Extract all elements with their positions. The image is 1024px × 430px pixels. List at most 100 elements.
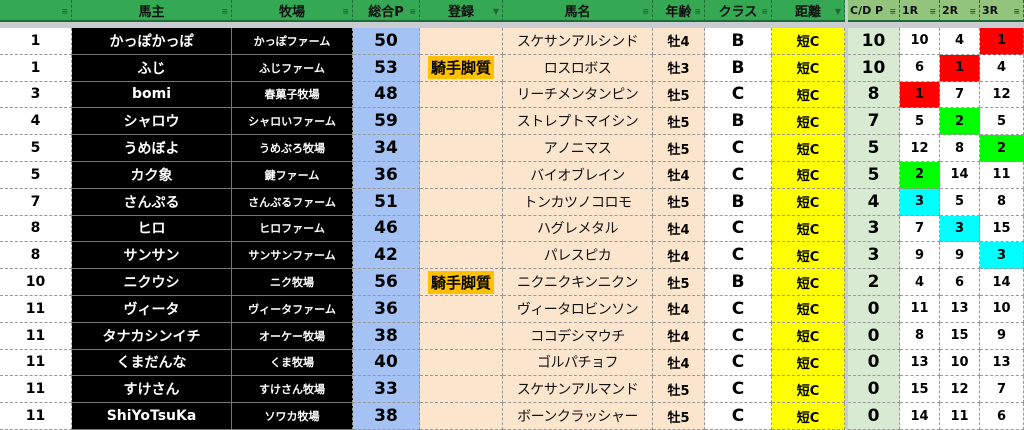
cell-registration[interactable] <box>420 349 503 377</box>
cell-total[interactable]: 36 <box>353 295 420 323</box>
cell-rank[interactable]: 1 <box>0 28 72 55</box>
cell-r1[interactable]: 10 <box>900 28 940 55</box>
cell-r1[interactable]: 14 <box>900 403 940 430</box>
cell-cd[interactable]: 3 <box>848 215 900 243</box>
cell-owner[interactable]: くまだんな <box>72 349 232 377</box>
header-age[interactable]: 年齢 ≡ <box>653 0 705 22</box>
cell-registration[interactable] <box>420 376 503 404</box>
cell-r2[interactable]: 11 <box>940 403 980 430</box>
filter-active-icon[interactable]: ▼ <box>492 7 499 16</box>
cell-rank[interactable]: 7 <box>0 188 72 216</box>
cell-registration[interactable] <box>420 188 503 216</box>
cell-distance[interactable]: 短C <box>772 81 845 109</box>
cell-total[interactable]: 56 <box>353 269 420 296</box>
cell-r3[interactable]: 6 <box>980 403 1024 430</box>
cell-cd[interactable]: 0 <box>848 295 900 323</box>
header-owner[interactable]: 馬主 ≡ <box>72 0 232 22</box>
cell-age[interactable]: 牡5 <box>653 403 705 430</box>
cell-total[interactable]: 33 <box>353 376 420 404</box>
cell-distance[interactable]: 短C <box>772 28 845 55</box>
cell-r1[interactable]: 11 <box>900 295 940 323</box>
cell-farm[interactable]: うめぶろ牧場 <box>232 135 353 162</box>
filter-icon[interactable]: ≡ <box>694 7 701 16</box>
cell-r1[interactable]: 8 <box>900 322 940 350</box>
cell-r1[interactable]: 7 <box>900 215 940 243</box>
cell-horse[interactable]: ココデシマウチ <box>503 322 653 350</box>
cell-registration[interactable] <box>420 215 503 243</box>
filter-icon[interactable]: ≡ <box>929 7 936 16</box>
filter-active-icon[interactable]: ▼ <box>834 7 841 16</box>
cell-r3[interactable]: 11 <box>980 161 1024 189</box>
cell-owner[interactable]: かっぽかっぽ <box>72 28 232 55</box>
cell-farm[interactable]: かっぽファーム <box>232 28 353 55</box>
filter-icon[interactable]: ≡ <box>221 7 228 16</box>
cell-farm[interactable]: サンサンファーム <box>232 242 353 270</box>
filter-icon[interactable]: ≡ <box>889 7 896 16</box>
cell-horse[interactable]: スケサンアルマンド <box>503 376 653 404</box>
cell-class[interactable]: B <box>705 188 772 216</box>
cell-rank[interactable]: 1 <box>0 54 72 82</box>
cell-owner[interactable]: カク象 <box>72 161 232 189</box>
cell-r1[interactable]: 13 <box>900 349 940 377</box>
header-distance[interactable]: 距離 ▼ <box>772 0 845 22</box>
cell-distance[interactable]: 短C <box>772 269 845 296</box>
cell-r2[interactable]: 9 <box>940 242 980 270</box>
filter-icon[interactable]: ≡ <box>761 7 768 16</box>
cell-cd[interactable]: 4 <box>848 188 900 216</box>
filter-icon[interactable]: ≡ <box>642 7 649 16</box>
cell-class[interactable]: C <box>705 135 772 162</box>
cell-distance[interactable]: 短C <box>772 403 845 430</box>
cell-rank[interactable]: 5 <box>0 161 72 189</box>
cell-distance[interactable]: 短C <box>772 349 845 377</box>
cell-cd[interactable]: 3 <box>848 242 900 270</box>
cell-r2[interactable]: 13 <box>940 295 980 323</box>
cell-distance[interactable]: 短C <box>772 215 845 243</box>
cell-registration[interactable] <box>420 242 503 270</box>
filter-icon[interactable]: ≡ <box>1013 7 1020 16</box>
cell-class[interactable]: C <box>705 242 772 270</box>
cell-owner[interactable]: ふじ <box>72 54 232 82</box>
cell-r1[interactable]: 1 <box>900 81 940 109</box>
header-r1[interactable]: 1R ≡ <box>900 0 940 22</box>
cell-owner[interactable]: ニクウシ <box>72 269 232 296</box>
cell-farm[interactable]: ヴィータファーム <box>232 295 353 323</box>
cell-rank[interactable]: 4 <box>0 108 72 136</box>
cell-owner[interactable]: さんぷる <box>72 188 232 216</box>
cell-distance[interactable]: 短C <box>772 54 845 82</box>
cell-farm[interactable]: シャロいファーム <box>232 108 353 136</box>
cell-total[interactable]: 53 <box>353 54 420 82</box>
cell-r2[interactable]: 1 <box>940 54 980 82</box>
cell-owner[interactable]: サンサン <box>72 242 232 270</box>
cell-total[interactable]: 46 <box>353 215 420 243</box>
cell-registration[interactable] <box>420 81 503 109</box>
cell-cd[interactable]: 5 <box>848 135 900 162</box>
cell-r2[interactable]: 14 <box>940 161 980 189</box>
cell-total[interactable]: 48 <box>353 81 420 109</box>
cell-farm[interactable]: さんぷるファーム <box>232 188 353 216</box>
cell-r3[interactable]: 14 <box>980 269 1024 296</box>
cell-total[interactable]: 50 <box>353 28 420 55</box>
cell-rank[interactable]: 11 <box>0 376 72 404</box>
cell-r3[interactable]: 2 <box>980 135 1024 162</box>
cell-horse[interactable]: パレスピカ <box>503 242 653 270</box>
cell-age[interactable]: 牡4 <box>653 322 705 350</box>
cell-age[interactable]: 牡4 <box>653 161 705 189</box>
cell-age[interactable]: 牡4 <box>653 242 705 270</box>
header-farm[interactable]: 牧場 ≡ <box>232 0 353 22</box>
cell-horse[interactable]: ニクニクキンニクン <box>503 269 653 296</box>
cell-distance[interactable]: 短C <box>772 295 845 323</box>
cell-r3[interactable]: 5 <box>980 108 1024 136</box>
cell-total[interactable]: 51 <box>353 188 420 216</box>
cell-class[interactable]: B <box>705 28 772 55</box>
cell-class[interactable]: B <box>705 54 772 82</box>
cell-distance[interactable]: 短C <box>772 135 845 162</box>
cell-age[interactable]: 牡4 <box>653 349 705 377</box>
cell-horse[interactable]: ストレプトマイシン <box>503 108 653 136</box>
cell-r3[interactable]: 15 <box>980 215 1024 243</box>
cell-horse[interactable]: バイオブレイン <box>503 161 653 189</box>
cell-age[interactable]: 牡4 <box>653 295 705 323</box>
header-rank[interactable]: ≡ <box>0 0 72 22</box>
cell-class[interactable]: C <box>705 81 772 109</box>
header-horse[interactable]: 馬名 ≡ <box>503 0 653 22</box>
cell-cd[interactable]: 2 <box>848 269 900 296</box>
